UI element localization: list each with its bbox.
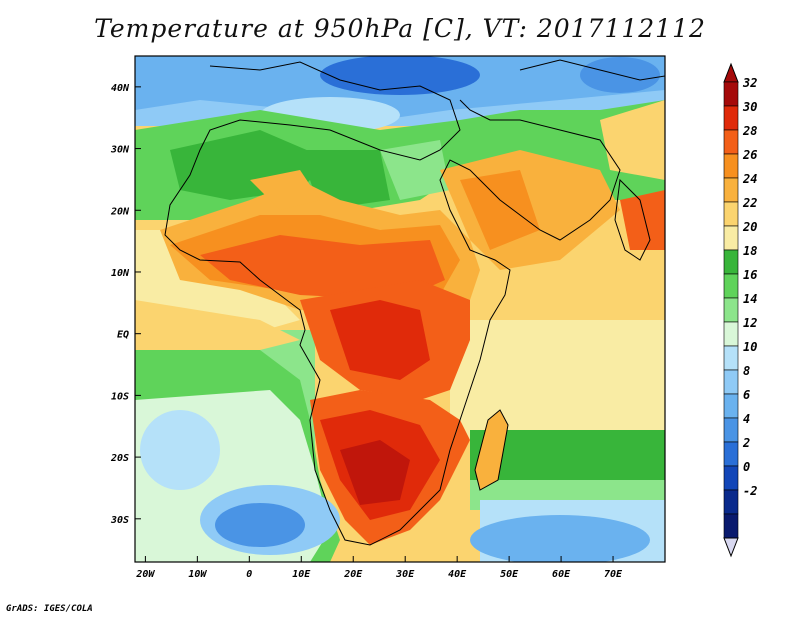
lon-tick-label: 20E xyxy=(343,569,363,580)
colorbar-max-arrow xyxy=(723,62,739,83)
colorbar-segment xyxy=(723,441,739,467)
lat-tick-label: 10N xyxy=(111,268,130,279)
lat-tick-label: 10S xyxy=(111,391,129,402)
temperature-field xyxy=(135,56,665,562)
colorbar-label: 8 xyxy=(743,364,750,378)
colorbar-segment xyxy=(723,465,739,491)
colorbar-label: 32 xyxy=(742,76,757,90)
colorbar-segment xyxy=(723,105,739,131)
colorbar-segment xyxy=(723,321,739,347)
colorbar-label: 18 xyxy=(743,244,757,258)
colorbar-segment xyxy=(723,393,739,419)
colorbar-segment xyxy=(723,297,739,323)
colorbar-segment xyxy=(723,513,739,539)
lon-tick-label: 10E xyxy=(292,569,311,580)
lon-tick-label: 20W xyxy=(135,569,155,580)
colorbar-label: 22 xyxy=(742,196,757,210)
lon-tick-label: 30E xyxy=(395,569,415,580)
colorbar-label: 28 xyxy=(742,124,757,138)
lon-tick-label: 0 xyxy=(246,569,252,580)
colorbar-label: 14 xyxy=(743,292,757,306)
map-frame xyxy=(134,55,666,563)
colorbar-segment xyxy=(723,225,739,251)
colorbar-segment xyxy=(723,249,739,275)
colorbar-label: 24 xyxy=(742,172,757,186)
coastlines xyxy=(164,59,665,546)
lat-tick-label: EQ xyxy=(117,330,129,341)
lon-tick-label: 40E xyxy=(448,569,467,580)
colorbar-label: -2 xyxy=(743,484,757,498)
colorbar-segment xyxy=(723,345,739,371)
colorbar-label: 0 xyxy=(743,460,750,474)
lon-tick-label: 50E xyxy=(500,569,519,580)
colorbar-label: 26 xyxy=(742,148,757,162)
lat-tick-label: 40N xyxy=(111,83,130,94)
colorbar-label: 4 xyxy=(743,412,750,426)
colorbar-label: 10 xyxy=(743,340,757,354)
longitude-axis: 20W 10W 0 10E 20E 30E 40E 50E 60E 70E xyxy=(135,556,623,580)
colorbar-segment xyxy=(723,273,739,299)
lat-tick-label: 20N xyxy=(110,206,130,217)
colorbar-min-arrow xyxy=(723,537,739,558)
colorbar-segment xyxy=(723,129,739,155)
lat-tick-label: 20S xyxy=(110,453,129,464)
colorbar-label: 20 xyxy=(742,220,757,234)
colorbar-segment xyxy=(723,417,739,443)
lat-tick-label: 30S xyxy=(110,515,129,526)
lon-tick-label: 70E xyxy=(604,569,623,580)
colorbar-label: 30 xyxy=(742,100,757,114)
colorbar-label: 16 xyxy=(743,268,757,282)
latitude-axis: 40N 30N 20N 10N EQ 10S 20S 30S xyxy=(110,83,141,526)
lon-tick-label: 60E xyxy=(552,569,571,580)
colorbar-segment xyxy=(723,81,739,107)
lon-tick-label: 10W xyxy=(188,569,207,580)
colorbar-segment xyxy=(723,369,739,395)
colorbar-label: 2 xyxy=(742,436,750,450)
colorbar-label: 12 xyxy=(743,316,757,330)
lat-tick-label: 30N xyxy=(110,145,130,156)
colorbar-segment xyxy=(723,153,739,179)
colorbar-segment xyxy=(723,201,739,227)
credit-text: GrADS: IGES/COLA xyxy=(6,604,93,614)
colorbar-segment xyxy=(723,489,739,515)
colorbar-label: 6 xyxy=(743,388,750,402)
colorbar-segment xyxy=(723,177,739,203)
map-title: Temperature at 950hPa [C], VT: 201711211… xyxy=(94,14,706,43)
